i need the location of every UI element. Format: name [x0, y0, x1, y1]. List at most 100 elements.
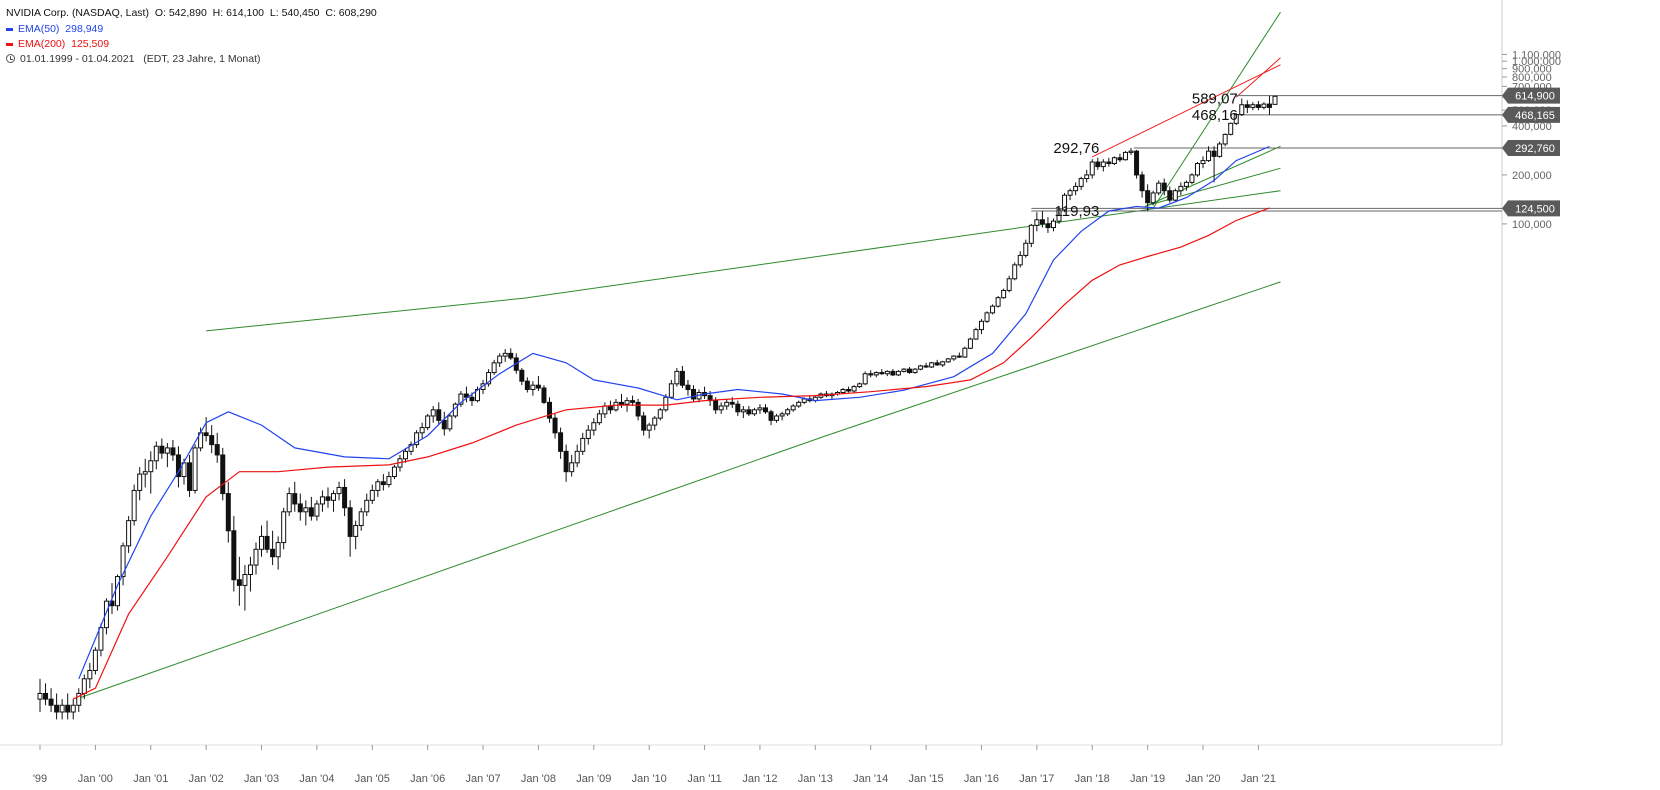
candle-body: [912, 368, 918, 374]
candle-body: [978, 320, 984, 331]
candle-body: [314, 503, 320, 517]
candle-body: [801, 398, 807, 403]
candle-body: [1156, 182, 1162, 194]
candle-body: [364, 499, 370, 513]
red-trendline[interactable]: [1235, 57, 1281, 98]
candle-body: [391, 466, 397, 478]
close-label: C:: [325, 7, 336, 19]
candle-body: [447, 415, 453, 430]
candle-body: [1139, 174, 1145, 192]
price-tick-label: 1.100,000: [1512, 49, 1561, 61]
candle-body: [1017, 254, 1023, 266]
price-annotation: 589,07: [1192, 91, 1238, 108]
candle-body: [403, 450, 409, 460]
legend-ema50[interactable]: EMA(50) 298,949: [6, 22, 103, 36]
candle-body: [718, 405, 724, 411]
candle-body: [469, 396, 475, 402]
price-tag[interactable]: [1502, 140, 1560, 156]
trendline-layer[interactable]: [75, 11, 1281, 700]
candle-body: [192, 447, 198, 491]
green-trendline[interactable]: [206, 190, 1281, 332]
ema200-swatch: [6, 42, 13, 46]
candle-body: [602, 405, 608, 415]
legend-ema200[interactable]: EMA(200) 125,509: [6, 37, 109, 51]
candle-body: [419, 427, 425, 434]
candle-body: [336, 486, 342, 495]
time-tick-label: Jan '14: [853, 773, 888, 785]
price-tag[interactable]: [1502, 200, 1560, 217]
candle-body: [1200, 160, 1206, 165]
candle-body: [275, 542, 281, 558]
candle-body: [1145, 190, 1151, 204]
green-trendline[interactable]: [75, 281, 1281, 700]
ema50-label: EMA(50): [18, 23, 60, 35]
candle-body: [491, 362, 497, 374]
candle-body: [103, 600, 109, 629]
candle-body: [1217, 143, 1223, 157]
candle-body: [353, 525, 359, 537]
time-tick-label: Jan '05: [355, 773, 390, 785]
candle-body: [87, 669, 93, 680]
price-tag[interactable]: [1502, 106, 1560, 123]
ema50-swatch: [6, 27, 13, 31]
candle-body: [1161, 182, 1167, 192]
candle-body: [619, 401, 625, 405]
candle-body: [846, 388, 852, 392]
candle-body: [508, 352, 514, 359]
candle-body: [1073, 185, 1079, 192]
candle-body: [857, 383, 863, 388]
candle-body: [668, 383, 674, 398]
candle-body: [458, 393, 464, 405]
candle-body: [408, 444, 414, 452]
candle-body: [76, 692, 82, 706]
instrument-title: NVIDIA Corp. (NASDAQ, Last): [6, 7, 149, 19]
time-tick-label: Jan '04: [299, 773, 334, 785]
candle-body: [259, 535, 265, 550]
price-tick-label: 800,000: [1512, 72, 1552, 84]
candle-body: [713, 400, 719, 411]
candle-body: [740, 409, 746, 413]
candle-body: [547, 401, 553, 419]
candle-body: [530, 384, 536, 390]
candle-body: [624, 400, 630, 405]
candle-body: [142, 471, 148, 475]
candle-body: [148, 460, 154, 473]
candle-body: [153, 445, 159, 462]
candle-body: [580, 437, 586, 452]
candle-body: [785, 409, 791, 415]
candle-body: [984, 312, 990, 322]
candle-body: [951, 355, 957, 360]
red-trendline[interactable]: [1091, 64, 1281, 158]
candle-body: [1128, 150, 1134, 153]
price-tick-label: 900,000: [1512, 64, 1552, 76]
candle-body: [1250, 104, 1256, 108]
candle-body: [607, 405, 613, 411]
candle-body: [225, 493, 231, 532]
price-annotation: 292,76: [1053, 140, 1099, 157]
candle-body: [502, 352, 508, 357]
time-axis[interactable]: '99 Jan '00 Jan '01 Jan '02 Jan '03 Jan '04 Ja…: [33, 745, 1276, 785]
candle-body: [940, 361, 946, 366]
price-tag-label: 468,165: [1515, 110, 1555, 122]
candle-body: [918, 365, 924, 370]
time-tick-label: Jan '06: [410, 773, 445, 785]
price-tag[interactable]: [1502, 87, 1560, 104]
candle-body: [751, 409, 757, 415]
candle-body: [1056, 209, 1062, 222]
candle-body: [524, 380, 530, 390]
time-tick-label: Jan '10: [632, 773, 667, 785]
candle-body: [630, 400, 636, 403]
candle-body: [596, 413, 602, 424]
legend-date-range[interactable]: 01.01.1999 - 01.04.2021 (EDT, 23 Jahre, …: [6, 52, 261, 66]
candle-body: [1189, 174, 1195, 183]
candle-body: [574, 450, 580, 464]
candle-body: [790, 405, 796, 411]
candle-body: [890, 370, 896, 376]
candle-body: [292, 493, 298, 505]
price-tag-label: 124,500: [1515, 203, 1555, 215]
green-trendline[interactable]: [1152, 11, 1281, 209]
candle-body: [358, 511, 364, 527]
candle-body: [724, 401, 730, 407]
price-axis[interactable]: 1.100,0001.000,000900,000800,000700,0006…: [1502, 49, 1561, 231]
